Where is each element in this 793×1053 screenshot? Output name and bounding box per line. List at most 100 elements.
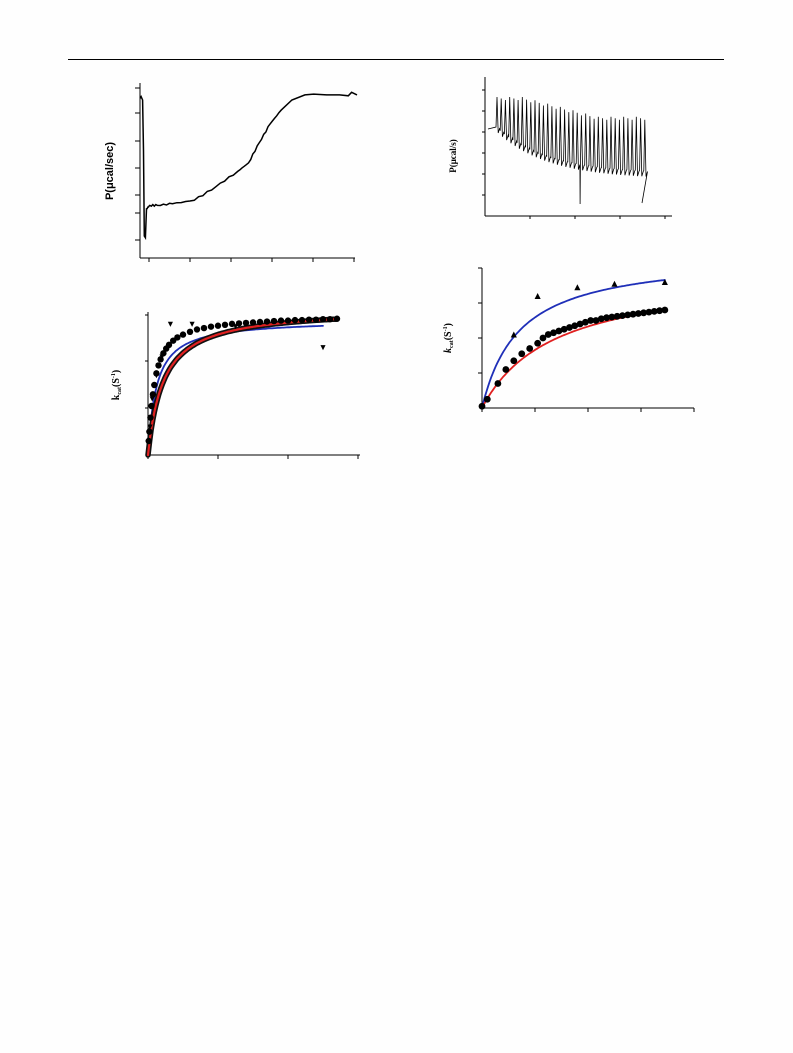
data-point-circle	[305, 316, 313, 323]
data-point-circle	[145, 437, 152, 445]
data-point-circle	[157, 356, 164, 363]
axes-d	[478, 267, 695, 412]
data-point-triangle-down	[149, 396, 155, 402]
data-point-circle	[235, 320, 243, 327]
ylabel-a: P(μcal/sec)	[104, 142, 116, 200]
data-point-circle	[179, 331, 187, 338]
data-point-circle	[544, 331, 552, 338]
data-point-circle	[619, 312, 626, 319]
data-point-circle	[494, 380, 502, 387]
data-point-circle	[147, 414, 154, 421]
data-point-triangle-down	[320, 345, 326, 351]
data-point-circle	[174, 334, 181, 341]
data-point-circle	[160, 350, 167, 357]
data-point-circle	[518, 350, 526, 358]
axes-b	[482, 77, 672, 219]
data-point-circle	[284, 317, 292, 324]
data-point-circle	[478, 402, 486, 410]
data-point-circle	[200, 324, 208, 332]
data-point-circle	[242, 319, 250, 327]
page-header-rule	[68, 59, 724, 60]
data-point-circle	[608, 313, 616, 321]
data-point-triangle-up	[510, 331, 517, 338]
data-point-triangle-up	[611, 280, 618, 287]
data-point-circle	[502, 366, 510, 373]
data-point-circle	[645, 308, 653, 316]
data-point-circle	[576, 320, 584, 328]
data-point-circle	[291, 316, 299, 324]
ylabel-d-unit: (S	[443, 331, 454, 340]
chart-a: P(μcal/sec)	[104, 83, 358, 262]
data-point-circle	[228, 320, 236, 328]
data-point-triangle-up	[534, 292, 541, 300]
data-point-circle	[153, 370, 160, 377]
chart-d: kcat(S-1)	[443, 267, 695, 412]
data-point-circle	[624, 311, 632, 319]
thermogram-trace	[139, 91, 358, 241]
ylabel-d-sup: -1	[443, 326, 449, 331]
ylabel-b: P(μcal/s)	[448, 139, 458, 173]
ylabel-c-main: k	[111, 394, 122, 400]
data-point-circle	[319, 316, 327, 323]
chart-b: P(μcal/s)	[448, 77, 672, 219]
data-point-triangle-down	[167, 321, 173, 327]
data-point-circle	[298, 316, 306, 324]
data-point-circle	[571, 322, 579, 330]
data-point-circle	[566, 324, 573, 331]
injection-trace	[487, 96, 648, 205]
fit-curve-blue	[481, 279, 666, 409]
data-point-circle	[256, 318, 264, 326]
data-point-circle	[193, 326, 201, 333]
data-point-circle	[581, 318, 589, 326]
data-point-triangle-down	[147, 424, 153, 430]
data-point-circle	[555, 327, 563, 335]
data-point-circle	[510, 357, 518, 365]
data-point-circle	[277, 317, 285, 324]
data-point-circle	[148, 402, 155, 410]
data-point-circle	[640, 309, 648, 317]
data-point-triangle-up	[574, 284, 581, 291]
fit-curve-red	[146, 318, 339, 457]
panel-c: kcat(S-1)	[95, 300, 370, 470]
data-point-circle	[661, 306, 669, 314]
panel-a: P(μcal/sec)	[95, 78, 370, 268]
data-point-circle	[634, 310, 642, 317]
data-point-circle	[221, 321, 229, 328]
data-point-circle	[312, 316, 320, 323]
ylabel-c: kcat(S-1)	[111, 370, 123, 400]
data-point-triangle-up	[661, 278, 668, 286]
fit-curve-blue	[147, 325, 324, 456]
panel-d: kcat(S-1)	[440, 262, 700, 422]
data-point-circle	[526, 345, 534, 352]
data-point-triangle-down	[189, 321, 195, 327]
marks-c	[145, 315, 341, 458]
data-point-circle	[186, 328, 194, 335]
data-point-circle	[149, 391, 157, 398]
data-point-circle	[613, 312, 621, 320]
data-point-circle	[650, 308, 658, 315]
data-point-circle	[146, 428, 153, 435]
ylabel-d-close: )	[443, 323, 454, 326]
ylabel-c-sup: -1	[111, 373, 117, 378]
chart-c: kcat(S-1)	[111, 312, 360, 459]
data-point-circle	[155, 362, 162, 369]
data-point-circle	[629, 310, 637, 318]
data-point-circle	[207, 323, 215, 330]
data-point-circle	[214, 322, 222, 329]
data-point-circle	[550, 329, 557, 337]
ylabel-d: kcat(S-1)	[443, 323, 455, 353]
data-point-circle	[597, 315, 605, 323]
data-point-circle	[270, 317, 278, 325]
data-point-circle	[592, 317, 600, 324]
data-point-circle	[539, 334, 547, 342]
axes-a	[135, 83, 355, 262]
marks-d	[478, 278, 669, 410]
ylabel-c-unit: (S	[111, 378, 122, 387]
data-point-circle	[656, 307, 663, 315]
axes-c	[145, 312, 360, 459]
ylabel-d-sub: cat	[449, 340, 455, 348]
data-point-circle	[326, 316, 334, 323]
ylabel-c-close: )	[111, 370, 122, 373]
data-point-circle	[587, 317, 595, 324]
data-point-circle	[249, 319, 257, 326]
